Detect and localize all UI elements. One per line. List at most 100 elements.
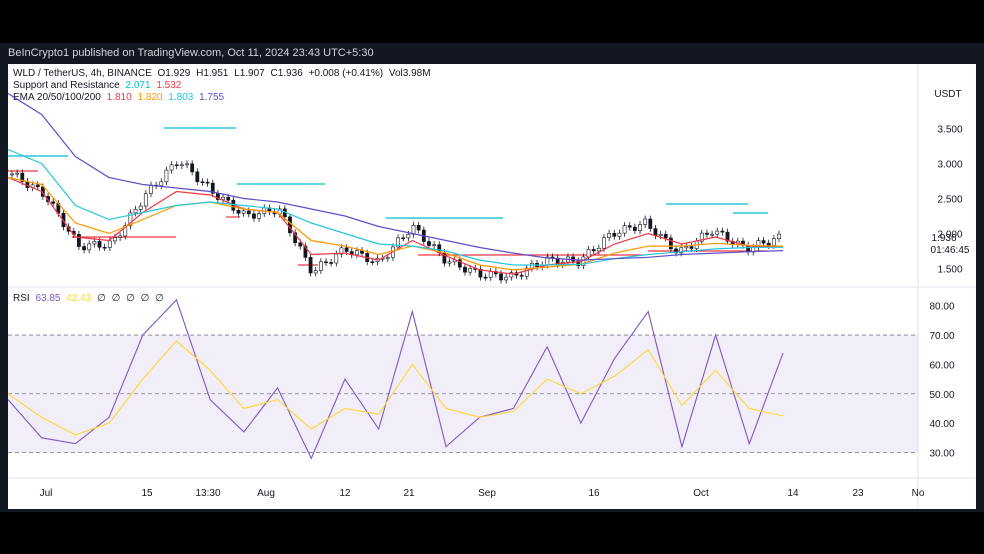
candle-body (303, 245, 308, 258)
ohlc-open: O1.929 (157, 68, 191, 79)
rsi-tick-0: 80.00 (929, 302, 954, 313)
rsi-extra-5: ∅ (155, 293, 164, 304)
candle-body (612, 233, 617, 237)
candle-body (519, 274, 524, 277)
candle-body (35, 184, 40, 188)
sr-value-2: 1.532 (156, 80, 182, 91)
candle-body (530, 262, 534, 269)
candle-body (241, 210, 246, 214)
candle-body (288, 216, 292, 234)
rsi-extra-1: ∅ (97, 293, 106, 304)
ema-line-2 (8, 176, 784, 271)
ema-line-3 (8, 148, 784, 266)
candle-body (10, 173, 14, 176)
candle-body (643, 218, 648, 225)
candle-body (185, 163, 189, 166)
candle-body (118, 235, 123, 238)
candle-body (313, 270, 318, 274)
candle-body (308, 257, 313, 274)
candle-body (143, 193, 148, 207)
publisher-bar: BeInCrypto1 published on TradingView.com… (8, 47, 374, 59)
rsi-tick-1: 70.00 (929, 331, 954, 342)
candle-body (416, 225, 421, 231)
candle-body (602, 237, 606, 249)
time-tick-10: 23 (852, 488, 864, 499)
ohlc-low: L1.907 (234, 68, 265, 79)
candle-body (705, 232, 709, 235)
symbol-legend: WLD / TetherUS, 4h, BINANCE O1.929 H1.95… (13, 68, 434, 79)
candle-body (596, 247, 601, 252)
axis-layer: 3.500 3.000 2.500 2.000 1.500 USDT 1.93601:46:… (40, 89, 970, 499)
candle-body (668, 237, 673, 250)
rsi-tick-3: 50.00 (929, 390, 954, 401)
candle-body (504, 276, 509, 281)
candle-body (720, 230, 725, 233)
candle-body (432, 244, 437, 247)
sr-label: Support and Resistance (13, 80, 120, 91)
rsi-tick-2: 60.00 (929, 360, 954, 371)
candle-body (236, 209, 241, 214)
time-tick-2: 13:30 (195, 488, 220, 499)
candle-body (344, 247, 349, 252)
candle-body (586, 249, 591, 258)
price-tick-1: 3.000 (937, 160, 962, 171)
candle-body (447, 261, 452, 264)
rsi-ma-value: 42.43 (66, 293, 92, 304)
sr-legend: Support and Resistance 2.071 1.532 (13, 80, 184, 91)
candle-body (138, 205, 143, 210)
candle-body (427, 241, 431, 246)
candle-body (200, 181, 205, 184)
candle-body (648, 218, 653, 229)
candle-body (128, 212, 133, 227)
chart-svg[interactable]: 3.500 3.000 2.500 2.000 1.500 USDT 1.93601:46:… (8, 64, 976, 509)
rsi-extra-4: ∅ (140, 293, 150, 304)
time-tick-8: Oct (693, 488, 709, 499)
candle-body (334, 253, 339, 264)
price-pane (8, 92, 784, 284)
ema-label: EMA 20/50/100/200 (13, 92, 101, 103)
candle-body (689, 246, 694, 249)
rsi-pane (8, 298, 918, 460)
candle-body (221, 196, 225, 200)
time-tick-6: Sep (478, 488, 496, 499)
candle-body (622, 225, 627, 234)
volume-label: Vol3.98M (388, 68, 431, 79)
ema50-value: 1.820 (137, 92, 163, 103)
candle-body (293, 232, 298, 244)
countdown-label: 01:46:45 (931, 245, 970, 256)
rsi-tick-5: 30.00 (929, 449, 954, 460)
candle-body (82, 246, 86, 251)
candle-body (468, 268, 473, 273)
ohlc-change: +0.008 (+0.41%) (308, 68, 384, 79)
chart-panel[interactable]: WLD / TetherUS, 4h, BINANCE O1.929 H1.95… (8, 64, 976, 509)
ema-line-4 (8, 92, 784, 261)
candle-body (653, 228, 658, 236)
time-tick-11: No (912, 488, 925, 499)
candle-body (174, 164, 179, 167)
time-tick-3: Aug (257, 488, 275, 499)
candle-body (406, 233, 411, 239)
rsi-tick-4: 40.00 (929, 419, 954, 430)
candle-body (123, 225, 128, 237)
rsi-ma-line (8, 340, 784, 436)
candle-body (524, 267, 529, 277)
time-tick-9: 14 (787, 488, 799, 499)
footer-bar: TradingView (0, 489, 984, 512)
candle-body (164, 169, 169, 183)
candle-body (771, 238, 776, 246)
candle-body (226, 196, 231, 201)
tradingview-brand: TradingView (28, 493, 99, 508)
candle-body (87, 243, 92, 251)
candle-body (699, 232, 704, 242)
currency-label: USDT (934, 89, 961, 100)
ema-legend: EMA 20/50/100/200 1.810 1.820 1.803 1.75… (13, 92, 227, 103)
last-price-label: 1.936 (931, 233, 956, 244)
ohlc-high: H1.951 (196, 68, 229, 79)
candle-body (463, 266, 467, 273)
candle-body (370, 261, 375, 263)
candle-body (20, 172, 25, 182)
candle-body (92, 241, 97, 245)
rsi-label: RSI (13, 293, 30, 304)
chart-frame: BeInCrypto1 published on TradingView.com… (0, 43, 984, 512)
candle-body (607, 233, 612, 238)
